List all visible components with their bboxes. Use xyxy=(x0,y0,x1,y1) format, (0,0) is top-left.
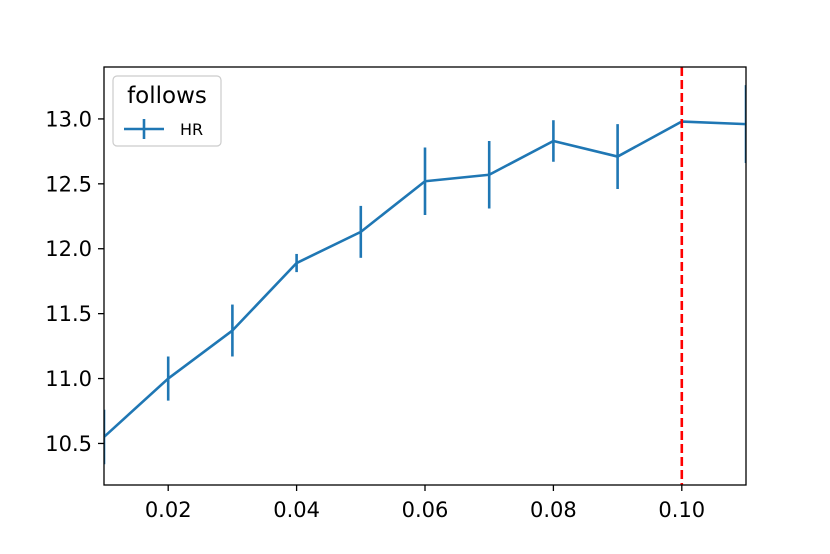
y-tick-label: 11.0 xyxy=(45,367,92,391)
x-tick-label: 0.04 xyxy=(273,498,320,522)
axes: 0.02 0.04 0.06 0.08 0.10 10.5 11.0 11.5 12.0 12.5… xyxy=(45,66,747,522)
y-tick-label: 12.5 xyxy=(45,172,92,196)
x-tick-label: 0.10 xyxy=(658,498,705,522)
y-tick-label: 13.0 xyxy=(45,107,92,131)
x-tick-label: 0.06 xyxy=(402,498,449,522)
y-tick-label: 12.0 xyxy=(45,237,92,261)
y-tick-label: 11.5 xyxy=(45,302,92,326)
y-tick-label: 10.5 xyxy=(45,432,92,456)
legend-title: follows xyxy=(127,83,207,109)
plot-inner xyxy=(104,67,746,485)
legend: follows HR xyxy=(112,75,222,147)
x-tick-label: 0.08 xyxy=(530,498,577,522)
plot-area xyxy=(104,67,746,485)
x-tick-label: 0.02 xyxy=(145,498,192,522)
legend-label: HR xyxy=(180,120,203,139)
series-line xyxy=(104,120,746,438)
